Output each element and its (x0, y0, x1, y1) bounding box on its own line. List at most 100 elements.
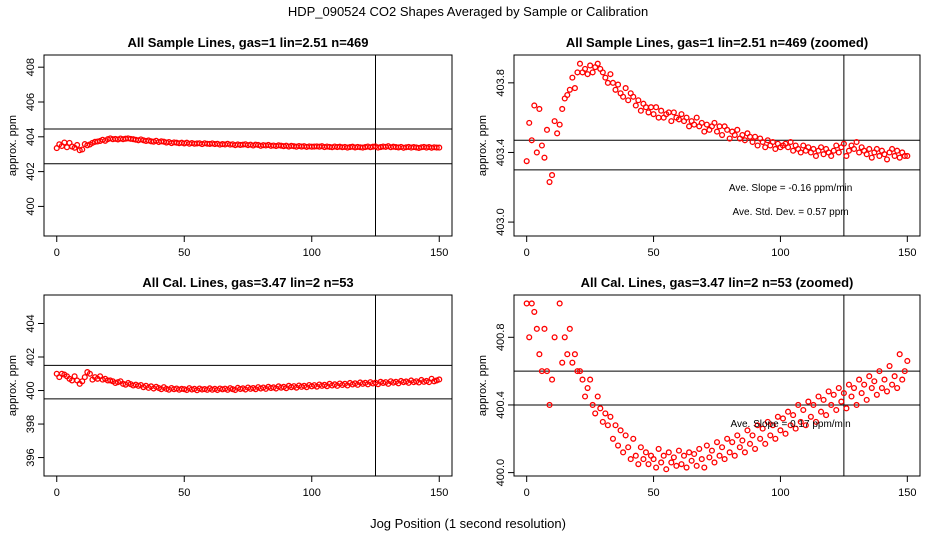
data-point (830, 147, 837, 154)
data-point (678, 111, 685, 118)
data-point (549, 376, 556, 383)
data-point (670, 109, 677, 116)
data-point (767, 432, 774, 439)
data-point (79, 146, 86, 153)
data-point (526, 119, 533, 126)
data-point (584, 71, 591, 78)
data-point (668, 118, 675, 125)
panel-title: All Sample Lines, gas=1 lin=2.51 n=469 (… (566, 35, 868, 50)
data-point (784, 144, 792, 151)
data-point (597, 405, 604, 412)
data-point (741, 137, 748, 144)
data-point (739, 132, 746, 139)
data-point (721, 456, 728, 463)
data-point (734, 432, 741, 439)
data-point (436, 144, 443, 151)
data-point (749, 138, 756, 146)
data-point (686, 449, 693, 456)
data-point (653, 464, 660, 471)
data-point (820, 151, 827, 158)
data-point (843, 405, 850, 412)
panel-3: All Cal. Lines, gas=3.47 lin=2 n=53 0 50 10… (7, 275, 453, 499)
x-tick-label: 100 (303, 247, 321, 259)
y-axis-label: approx. ppm (7, 115, 19, 176)
y-axis-label: approx. ppm (477, 115, 489, 176)
data-point (612, 422, 619, 429)
panel-title: All Cal. Lines, gas=3.47 lin=2 n=53 (zoo… (581, 275, 854, 290)
data-point (820, 396, 827, 403)
data-point (576, 368, 584, 375)
data-point (574, 69, 581, 76)
y-tick-label: 406 (25, 93, 37, 111)
data-point (764, 137, 771, 144)
annotation: Ave. Slope = -0.16 ppm/min (729, 183, 853, 194)
data-point (736, 444, 743, 451)
data-point (701, 128, 708, 135)
data-point (845, 381, 852, 388)
data-point (848, 393, 855, 400)
data-point (764, 418, 771, 425)
data-point (866, 373, 873, 380)
data-point (599, 418, 606, 425)
data-point (883, 388, 891, 395)
data-point (856, 149, 863, 156)
x-tick-label: 0 (524, 487, 530, 499)
data-point (602, 74, 609, 81)
data-point (436, 376, 443, 383)
x-tick-label: 100 (771, 247, 789, 259)
data-point (810, 145, 817, 153)
x-tick-label: 50 (178, 247, 190, 259)
data-point (650, 456, 657, 463)
data-point (741, 449, 748, 456)
x-tick-label: 150 (430, 487, 448, 499)
data-point (805, 398, 812, 405)
data-point (584, 384, 591, 392)
data-point (528, 137, 535, 144)
data-point (653, 104, 660, 111)
data-point (866, 145, 873, 153)
data-point (614, 442, 622, 449)
data-point (564, 351, 571, 358)
data-point (561, 334, 568, 341)
data-point (79, 378, 86, 385)
x-tick-label: 50 (647, 247, 659, 259)
data-point (642, 104, 649, 111)
data-point (706, 454, 713, 461)
data-point (607, 71, 614, 78)
data-point (716, 123, 723, 130)
data-point (549, 172, 556, 179)
data-point (581, 65, 589, 72)
data-point (693, 462, 700, 469)
data-point (797, 418, 804, 425)
data-point (691, 450, 698, 458)
data-point (843, 152, 850, 159)
data-point (620, 93, 627, 100)
data-point (635, 461, 642, 468)
data-point (559, 105, 566, 113)
data-point (625, 444, 632, 451)
data-point (533, 325, 540, 332)
data-point (833, 142, 840, 149)
data-point (693, 114, 700, 121)
data-point (774, 413, 781, 420)
data-point (790, 147, 797, 154)
data-point (538, 142, 545, 149)
data-point (762, 440, 769, 447)
y-axis-label: approx. ppm (7, 355, 19, 416)
data-point (749, 432, 756, 439)
data-point (746, 440, 754, 447)
data-point (571, 351, 578, 358)
data-point (571, 85, 578, 92)
y-tick-label: 400 (25, 197, 37, 215)
data-point (726, 135, 733, 142)
x-tick-label: 0 (54, 487, 60, 499)
data-point (658, 459, 665, 466)
x-tick-label: 150 (430, 247, 448, 259)
data-point (94, 138, 101, 145)
data-point (777, 427, 784, 434)
data-point (647, 104, 655, 111)
data-point (627, 456, 634, 463)
data-point (645, 461, 652, 468)
data-point (594, 393, 601, 400)
data-point (817, 144, 825, 151)
